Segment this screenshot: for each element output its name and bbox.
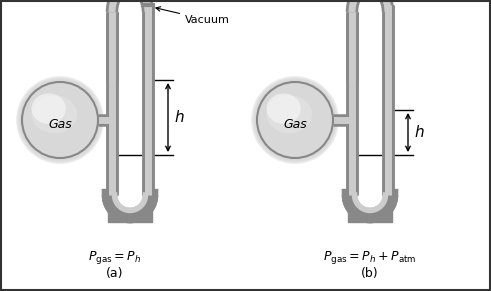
Ellipse shape (267, 93, 300, 124)
Ellipse shape (255, 80, 335, 160)
Text: h: h (414, 125, 424, 140)
Ellipse shape (19, 79, 101, 161)
Text: $P_{\rm gas} = P_h$: $P_{\rm gas} = P_h$ (88, 249, 141, 267)
Polygon shape (384, 155, 392, 195)
Ellipse shape (267, 95, 312, 133)
Text: h: h (174, 110, 184, 125)
Text: (a): (a) (106, 267, 124, 281)
Text: $P_{\rm gas} = P_h + P_{\rm atm}$: $P_{\rm gas} = P_h + P_{\rm atm}$ (323, 249, 417, 267)
Text: (b): (b) (361, 267, 379, 281)
Ellipse shape (21, 81, 100, 159)
Polygon shape (144, 80, 152, 195)
Ellipse shape (16, 76, 104, 164)
Ellipse shape (20, 80, 100, 160)
Polygon shape (108, 155, 116, 195)
Polygon shape (348, 110, 356, 195)
Ellipse shape (18, 77, 103, 163)
Ellipse shape (254, 79, 336, 161)
Ellipse shape (255, 81, 334, 159)
Text: Gas: Gas (283, 118, 307, 130)
Ellipse shape (17, 77, 103, 163)
Ellipse shape (252, 77, 337, 163)
Ellipse shape (18, 78, 102, 162)
Ellipse shape (251, 76, 339, 164)
Ellipse shape (257, 82, 333, 158)
Ellipse shape (31, 93, 66, 124)
Text: Vacuum: Vacuum (156, 7, 230, 25)
Ellipse shape (22, 82, 98, 158)
Ellipse shape (252, 77, 338, 163)
Ellipse shape (253, 78, 337, 162)
Ellipse shape (31, 95, 77, 133)
Text: Gas: Gas (48, 118, 72, 130)
